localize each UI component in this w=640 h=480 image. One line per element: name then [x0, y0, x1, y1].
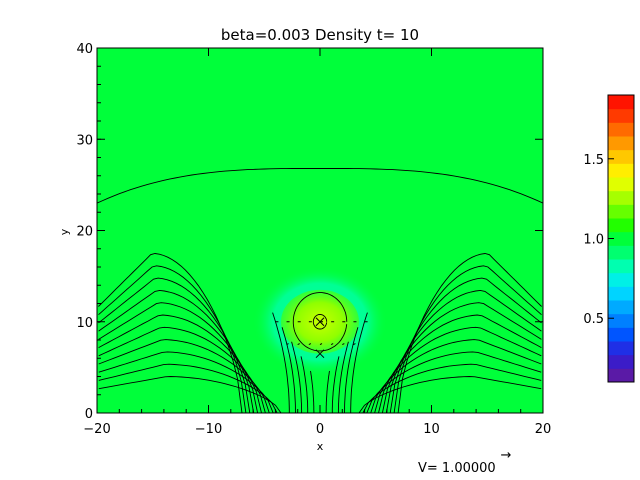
- x-marker: [315, 349, 325, 359]
- y-tick-label: 0: [85, 407, 93, 422]
- colorbar-swatch: [608, 95, 634, 110]
- field-line: [331, 356, 340, 413]
- field-line: [98, 314, 262, 413]
- x-axis: −20 −10 0 10 20: [83, 48, 551, 437]
- field-line: [350, 312, 368, 413]
- field-line: [374, 326, 542, 413]
- colorbar: 0.5 1.0 1.5: [583, 94, 635, 383]
- colorbar-swatch: [608, 136, 634, 151]
- colorbar-swatch: [608, 231, 634, 246]
- colorbar-swatch: [608, 108, 634, 123]
- field-line: [98, 253, 243, 413]
- colorbar-tick-label: 1.5: [583, 153, 604, 168]
- field-line: [366, 351, 542, 413]
- field-line: [281, 327, 296, 413]
- field-line: [300, 356, 309, 413]
- x-marker: [315, 317, 325, 327]
- velocity-vector: [286, 343, 289, 346]
- plot-area: [97, 48, 543, 413]
- colorbar-swatch: [608, 272, 634, 287]
- field-line: [272, 312, 290, 413]
- chart-title: beta=0.003 Density t= 10: [221, 26, 419, 44]
- velocity-vectors: [275, 321, 368, 346]
- x-axis-label: x: [317, 440, 324, 453]
- blob-contour: [292, 292, 348, 352]
- colorbar-swatch: [608, 163, 634, 178]
- y-tick-label: 20: [76, 225, 93, 240]
- field-line: [397, 253, 542, 413]
- colorbar-swatch: [608, 177, 634, 192]
- colorbar-swatch: [608, 286, 634, 301]
- x-tick-label: −10: [195, 422, 222, 437]
- velocity-vector: [353, 343, 356, 346]
- field-line: [98, 363, 278, 413]
- vector-legend-arrow: →: [501, 448, 512, 463]
- field-line: [358, 376, 542, 413]
- colorbar-swatch: [608, 327, 634, 342]
- field-line: [378, 314, 542, 413]
- velocity-vector: [297, 343, 300, 346]
- field-line: [337, 341, 349, 413]
- field-line: [310, 370, 315, 413]
- x-tick-label: 10: [423, 422, 440, 437]
- y-axis: 0 10 20 30 40: [76, 42, 543, 422]
- field-line: [325, 370, 330, 413]
- field-line: [97, 167, 543, 204]
- colorbar-swatch: [608, 245, 634, 260]
- markers: [315, 317, 325, 359]
- colorbar-swatch: [608, 204, 634, 219]
- colorbar-swatch: [608, 149, 634, 164]
- field-line: [98, 326, 266, 413]
- field-lines: [97, 167, 543, 413]
- field-line: [291, 341, 303, 413]
- velocity-vector: [319, 343, 323, 346]
- x-tick-label: 20: [535, 422, 552, 437]
- vector-legend-label: V= 1.00000: [418, 461, 496, 476]
- field-line: [98, 376, 282, 413]
- colorbar-swatch: [608, 122, 634, 137]
- colorbar-tick-label: 1.0: [583, 233, 604, 248]
- colorbar-swatch: [608, 341, 634, 356]
- colorbar-tick-label: 0.5: [583, 312, 604, 327]
- colorbar-swatch: [608, 368, 634, 383]
- field-line: [362, 363, 542, 413]
- velocity-vector: [308, 343, 312, 346]
- colorbar-swatch: [608, 354, 634, 369]
- y-axis-label: y: [58, 228, 71, 235]
- colorbar-swatch: [608, 300, 634, 315]
- colorbar-swatch: [608, 218, 634, 233]
- field-line: [98, 351, 274, 413]
- velocity-vector: [342, 343, 345, 346]
- blob-core-contour: [312, 314, 328, 330]
- x-tick-label: 0: [316, 422, 324, 437]
- y-tick-label: 40: [76, 42, 93, 57]
- y-tick-label: 10: [76, 316, 93, 331]
- colorbar-swatch: [608, 190, 634, 205]
- velocity-vector: [330, 343, 334, 346]
- y-tick-label: 30: [76, 133, 93, 148]
- field-line: [344, 327, 359, 413]
- colorbar-swatch: [608, 259, 634, 274]
- x-tick-label: −20: [83, 422, 110, 437]
- colorbar-swatch: [608, 313, 634, 328]
